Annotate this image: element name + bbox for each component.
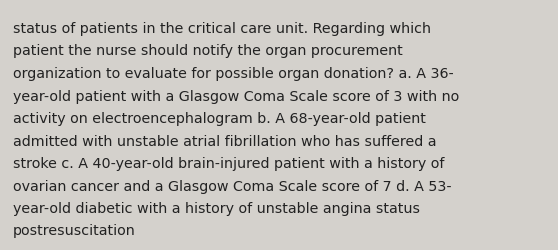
Text: ovarian cancer and a Glasgow Coma Scale score of 7 d. A 53-: ovarian cancer and a Glasgow Coma Scale … xyxy=(13,179,451,193)
Text: admitted with unstable atrial fibrillation who has suffered a: admitted with unstable atrial fibrillati… xyxy=(13,134,436,148)
Text: year-old patient with a Glasgow Coma Scale score of 3 with no: year-old patient with a Glasgow Coma Sca… xyxy=(13,89,459,103)
Text: year-old diabetic with a history of unstable angina status: year-old diabetic with a history of unst… xyxy=(13,201,420,215)
Text: status of patients in the critical care unit. Regarding which: status of patients in the critical care … xyxy=(13,22,431,36)
Text: postresuscitation: postresuscitation xyxy=(13,224,136,237)
Text: organization to evaluate for possible organ donation? a. A 36-: organization to evaluate for possible or… xyxy=(13,67,454,81)
Text: activity on electroencephalogram b. A 68-year-old patient: activity on electroencephalogram b. A 68… xyxy=(13,112,426,126)
Text: patient the nurse should notify the organ procurement: patient the nurse should notify the orga… xyxy=(13,44,403,58)
Text: stroke c. A 40-year-old brain-injured patient with a history of: stroke c. A 40-year-old brain-injured pa… xyxy=(13,156,444,170)
